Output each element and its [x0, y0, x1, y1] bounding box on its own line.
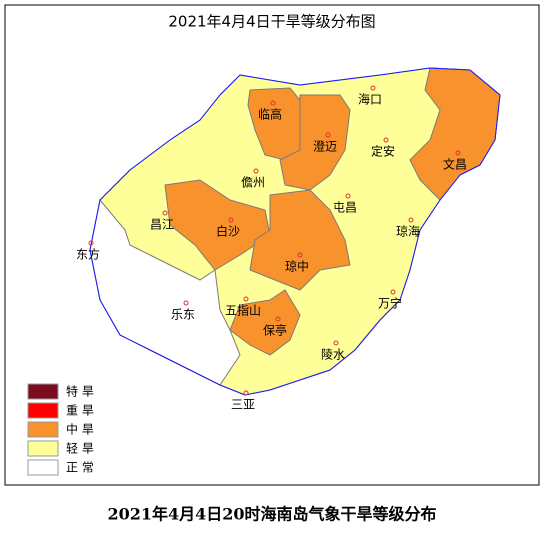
city-label: 三亚: [231, 398, 255, 412]
city-dot: [325, 132, 331, 138]
city-label: 东方: [76, 247, 100, 262]
region-qiongzhong: [249, 189, 351, 291]
city-label: 陵水: [321, 348, 345, 362]
city-label: 定安: [371, 144, 395, 159]
map-title: 2021年4月4日干旱等级分布图: [168, 13, 375, 31]
city-dot: [243, 296, 249, 302]
legend-label: 特 旱: [66, 384, 94, 399]
caption: 2021年4月4日20时海南岛气象干旱等级分布: [107, 505, 436, 524]
city-label: 澄迈: [313, 139, 337, 154]
city-label: 临高: [258, 107, 282, 122]
city-dot: [383, 137, 389, 143]
legend-label: 正 常: [66, 461, 94, 475]
city-label: 儋州: [241, 176, 265, 190]
city-dot: [408, 217, 414, 223]
city-label: 昌江: [150, 218, 174, 232]
city-label: 五指山: [225, 303, 261, 318]
city-dot: [455, 150, 461, 156]
legend-label: 轻 旱: [66, 442, 94, 456]
city-label: 琼中: [285, 259, 309, 274]
city-dot: [243, 390, 249, 396]
city-dot: [370, 85, 376, 91]
city-dot: [275, 316, 281, 322]
city-label: 海口: [358, 92, 382, 107]
city-label: 琼海: [396, 224, 420, 239]
city-label: 保亭: [263, 323, 287, 338]
legend-label: 中 旱: [66, 422, 94, 437]
legend-swatch: [27, 383, 59, 400]
city-dot: [88, 240, 94, 246]
legend-swatch: [27, 459, 59, 476]
legend: 特 旱重 旱中 旱轻 旱正 常: [27, 383, 94, 476]
city-label: 乐东: [171, 308, 195, 322]
legend-swatch: [27, 440, 59, 457]
city-dot: [253, 168, 259, 174]
region-chengmai: [279, 94, 351, 191]
map-regions: [89, 67, 501, 396]
legend-swatch: [27, 421, 59, 438]
city-label: 屯昌: [333, 201, 357, 215]
region-baoting: [229, 289, 301, 356]
city-dot: [297, 252, 303, 258]
city-dot: [183, 300, 189, 306]
legend-swatch: [27, 402, 59, 419]
city-dot: [345, 193, 351, 199]
city-label: 万宁: [378, 296, 402, 311]
city-label: 文昌: [443, 157, 467, 172]
city-dot: [390, 289, 396, 295]
city-dot: [333, 340, 339, 346]
legend-label: 重 旱: [66, 404, 94, 418]
city-dot: [228, 217, 234, 223]
city-label: 白沙: [216, 224, 240, 239]
coastline: [89, 67, 501, 396]
city-dot: [162, 210, 168, 216]
city-dot: [270, 100, 276, 106]
